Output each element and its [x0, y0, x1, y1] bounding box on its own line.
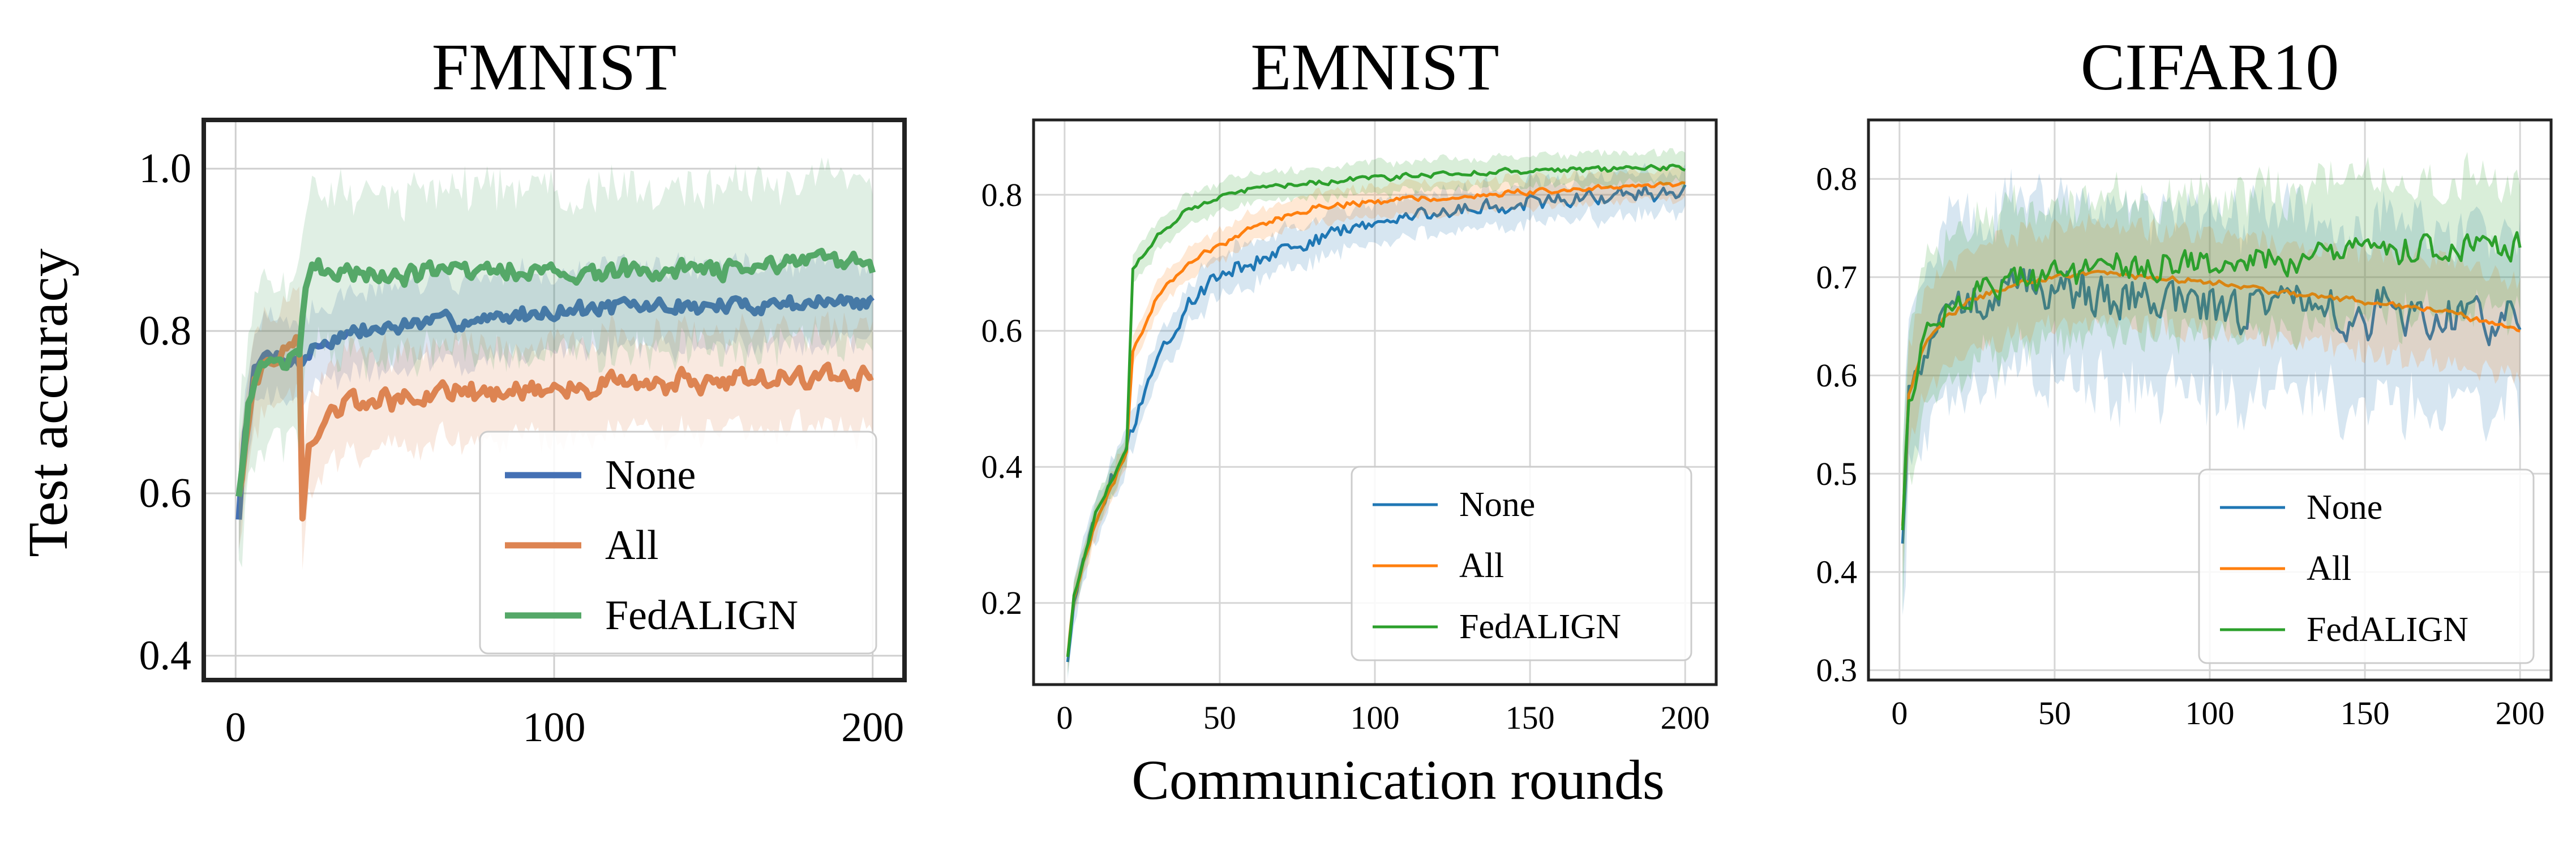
emnist-x-tick-label: 50 — [1203, 699, 1236, 736]
emnist-legend: None All FedALIGN — [1351, 466, 1692, 661]
fmnist-band-fedalign — [238, 157, 873, 567]
fmnist-series-group — [235, 157, 876, 570]
y-axis-label: Test accuracy — [16, 248, 79, 557]
emnist-legend-box — [1351, 466, 1692, 661]
cifar10-line-none — [1901, 268, 2522, 544]
fmnist-legend: None All FedALIGN — [479, 431, 877, 655]
emnist-axes-frame — [1032, 118, 1718, 686]
fmnist-y-tick-label: 0.6 — [139, 470, 192, 517]
fmnist-y-tick-label: 0.8 — [139, 308, 192, 354]
cifar10-y-tick-label: 0.8 — [1816, 161, 1858, 197]
fmnist-x-tick-label: 200 — [841, 704, 904, 751]
fmnist-axes-frame — [202, 118, 907, 682]
fmnist-band-none — [238, 248, 873, 556]
cifar10-y-tick-label: 0.3 — [1816, 652, 1858, 689]
emnist-y-tick-label: 0.6 — [981, 312, 1023, 349]
cifar10-y-tick-label: 0.5 — [1816, 455, 1858, 492]
emnist-title: EMNIST — [1250, 30, 1499, 104]
fmnist-line-none — [235, 294, 875, 520]
emnist-x-tick-label: 150 — [1506, 699, 1555, 736]
fmnist-legend-label-fedalign: FedALIGN — [605, 592, 798, 639]
cifar10-y-tick-label: 0.4 — [1816, 553, 1858, 590]
emnist-band-none — [1068, 162, 1686, 679]
fmnist-x-tick-label: 100 — [523, 704, 586, 751]
emnist-line-fedalign — [1066, 164, 1686, 657]
fmnist-y-tick-label: 1.0 — [139, 145, 192, 192]
emnist-y-tick-label: 0.8 — [981, 177, 1023, 213]
cifar10-legend: None All FedALIGN — [2198, 468, 2535, 664]
fmnist-y-tick-label: 0.4 — [139, 633, 192, 679]
emnist-y-tick-label: 0.2 — [981, 584, 1023, 621]
cifar10-series-group — [1901, 152, 2522, 616]
cifar10-title: CIFAR10 — [2081, 30, 2339, 104]
cifar10-x-tick-label: 200 — [2496, 695, 2545, 732]
emnist-line-all — [1066, 181, 1686, 657]
cifar10-legend-label-none: None — [2307, 488, 2382, 527]
emnist-x-tick-label: 0 — [1056, 699, 1073, 736]
fmnist-legend-box — [479, 431, 877, 655]
emnist-x-tick-label: 200 — [1661, 699, 1710, 736]
fmnist-title: FMNIST — [432, 30, 677, 104]
cifar10-axes-frame — [1867, 118, 2553, 682]
fmnist-legend-label-none: None — [605, 452, 696, 498]
emnist-x-tick-label: 100 — [1351, 699, 1400, 736]
fmnist-legend-label-all: All — [605, 522, 659, 569]
cifar10-band-none — [1902, 168, 2521, 616]
cifar10-y-tick-label: 0.6 — [1816, 357, 1858, 394]
fmnist-band-all — [238, 286, 873, 570]
emnist-legend-label-none: None — [1459, 485, 1535, 524]
emnist-line-none — [1066, 184, 1687, 663]
fmnist-x-tick-label: 0 — [225, 704, 246, 751]
x-axis-label: Communication rounds — [1131, 749, 1665, 811]
emnist-series-group — [1066, 148, 1687, 679]
cifar10-x-tick-label: 150 — [2341, 695, 2390, 732]
cifar10-legend-label-fedalign: FedALIGN — [2307, 610, 2468, 649]
cifar10-legend-label-all: All — [2307, 549, 2351, 588]
fmnist-line-all — [235, 334, 874, 522]
cifar10-line-fedalign — [1901, 231, 2522, 531]
cifar10-x-tick-label: 100 — [2185, 695, 2235, 732]
emnist-legend-label-all: All — [1459, 547, 1504, 585]
cifar10-x-tick-label: 0 — [1891, 695, 1908, 732]
cifar10-legend-box — [2198, 468, 2535, 664]
cifar10-x-tick-label: 50 — [2038, 695, 2071, 732]
emnist-legend-label-fedalign: FedALIGN — [1459, 608, 1621, 646]
cifar10-line-all — [1901, 269, 2521, 526]
cifar10-y-tick-label: 0.7 — [1816, 259, 1858, 295]
emnist-y-tick-label: 0.4 — [981, 449, 1023, 485]
panel-fmnist: 0 100 200 0.4 0.6 0.8 1.0 FMNIST None All FedALIGN — [139, 30, 907, 751]
fmnist-line-fedalign — [235, 247, 876, 497]
panel-cifar10: 0 50 100 150 200 0.3 0.4 0.5 0.6 0.7 0.8 CIFAR10 Non… — [1816, 30, 2553, 732]
panel-emnist: 0 50 100 150 200 0.2 0.4 0.6 0.8 EMNIST None All Fed… — [981, 30, 1718, 736]
